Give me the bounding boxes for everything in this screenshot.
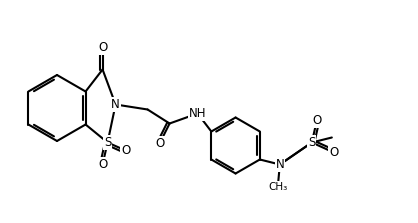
Text: S: S — [308, 136, 316, 149]
Text: CH₃: CH₃ — [268, 182, 288, 192]
Text: NH: NH — [189, 107, 206, 120]
Text: S: S — [104, 136, 111, 149]
Text: O: O — [155, 137, 164, 150]
Text: N: N — [111, 98, 120, 111]
Text: N: N — [275, 158, 284, 171]
Text: O: O — [312, 114, 321, 127]
Text: O: O — [98, 41, 107, 54]
Text: O: O — [329, 146, 339, 159]
Text: O: O — [121, 144, 130, 157]
Text: O: O — [98, 158, 107, 171]
